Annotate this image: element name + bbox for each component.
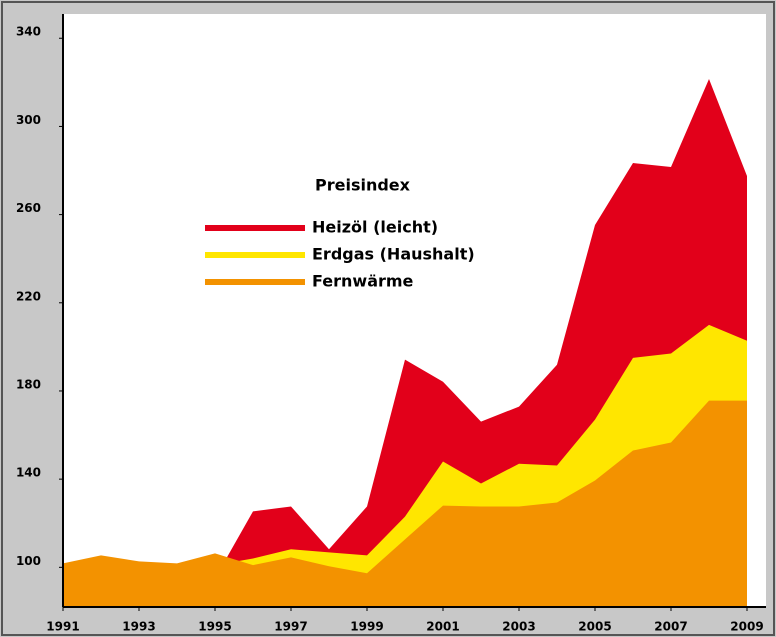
x-tick-label: 2003 (502, 620, 535, 634)
x-tick-label: 1999 (350, 620, 383, 634)
y-tick-label: 300 (16, 113, 41, 127)
y-tick-label: 100 (16, 554, 41, 568)
legend-label: Fernwärme (312, 272, 414, 291)
y-tick-label: 340 (16, 25, 41, 39)
x-tick-label: 1997 (274, 620, 307, 634)
x-tick-label: 2009 (730, 620, 763, 634)
legend-label: Heizöl (leicht) (312, 218, 438, 237)
x-tick-label: 1995 (198, 620, 231, 634)
y-tick-label: 260 (16, 201, 41, 215)
y-tick-label: 180 (16, 377, 41, 391)
area (63, 400, 747, 607)
x-tick-label: 2001 (426, 620, 459, 634)
legend-title: Preisindex (315, 176, 411, 195)
x-tick-label: 2005 (578, 620, 611, 634)
x-tick-label: 1991 (46, 620, 79, 634)
y-tick-label: 220 (16, 289, 41, 303)
x-tick-label: 1993 (122, 620, 155, 634)
legend-label: Erdgas (Haushalt) (312, 245, 475, 264)
y-tick-label: 140 (16, 466, 41, 480)
x-tick-label: 2007 (654, 620, 687, 634)
